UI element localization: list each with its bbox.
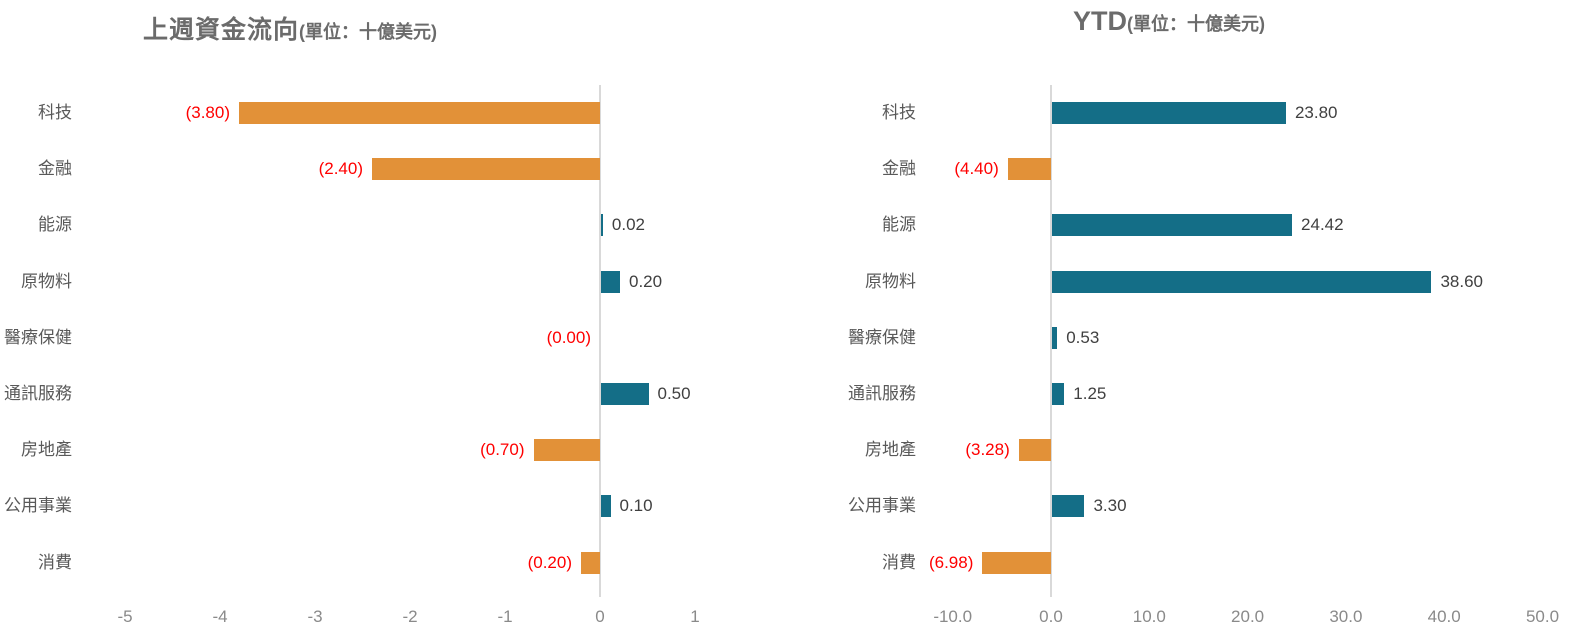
x-axis-tick-label-50.0: 50.0 bbox=[1525, 607, 1560, 626]
value-label-4: 0.20 bbox=[629, 271, 663, 291]
negative-bar-2 bbox=[372, 158, 600, 181]
negative-bar-7 bbox=[533, 439, 600, 462]
value-label-5: (0.00) bbox=[546, 327, 591, 347]
zero-axis-line bbox=[1050, 85, 1052, 597]
positive-bar-1 bbox=[1052, 102, 1286, 124]
x-axis-tick-label-30.0: 30.0 bbox=[1329, 607, 1363, 626]
value-label-2: (2.40) bbox=[318, 159, 363, 179]
category-label-7: 房地產 bbox=[21, 440, 72, 460]
positive-bar-6 bbox=[1052, 383, 1065, 405]
positive-bar-4 bbox=[601, 270, 620, 293]
x-axis-tick-label-10.0: 10.0 bbox=[1132, 607, 1166, 626]
category-label-6: 通訊服務 bbox=[4, 384, 72, 403]
category-label-9: 消費 bbox=[882, 552, 916, 572]
x-axis-tick-label-20.0: 20.0 bbox=[1231, 607, 1265, 626]
x-axis-tick-label-0: 0 bbox=[595, 607, 605, 626]
weekly-chart-title: 上週資金流向(單位：十億美元) bbox=[143, 10, 437, 46]
category-label-8: 公用事業 bbox=[848, 496, 916, 516]
value-label-6: 1.25 bbox=[1073, 384, 1107, 403]
value-label-8: 3.30 bbox=[1093, 496, 1127, 516]
ytd-chart-title-unit: (單位：十億美元) bbox=[1127, 14, 1265, 34]
category-label-3: 能源 bbox=[38, 215, 72, 235]
category-label-9: 消費 bbox=[38, 552, 72, 572]
value-label-9: (6.98) bbox=[928, 552, 974, 572]
value-label-2: (4.40) bbox=[954, 159, 999, 179]
positive-bar-3 bbox=[1052, 214, 1293, 237]
x-axis-tick-label-40.0: 40.0 bbox=[1427, 607, 1461, 626]
category-label-1: 科技 bbox=[38, 103, 72, 122]
zero-axis-line bbox=[599, 85, 601, 597]
positive-bar-3 bbox=[601, 214, 603, 237]
value-label-7: (0.70) bbox=[480, 440, 525, 460]
value-label-6: 0.50 bbox=[657, 384, 691, 403]
category-label-8: 公用事業 bbox=[4, 496, 72, 516]
category-label-4: 原物料 bbox=[21, 271, 72, 291]
category-label-1: 科技 bbox=[882, 103, 916, 122]
value-label-1: (3.80) bbox=[185, 103, 230, 122]
value-label-8: 0.10 bbox=[619, 496, 653, 516]
positive-bar-8 bbox=[1052, 495, 1085, 518]
positive-bar-6 bbox=[601, 383, 649, 405]
x-axis-tick-label-1: 1 bbox=[690, 607, 700, 626]
value-label-4: 38.60 bbox=[1440, 271, 1483, 291]
weekly-chart-title-text: 上週資金流向 bbox=[143, 16, 300, 44]
category-label-5: 醫療保健 bbox=[4, 327, 72, 347]
category-label-3: 能源 bbox=[882, 215, 916, 235]
category-label-2: 金融 bbox=[882, 159, 916, 179]
value-label-7: (3.28) bbox=[965, 440, 1010, 460]
x-axis-tick-label--4: -4 bbox=[212, 607, 228, 626]
x-axis-tick-label--1: -1 bbox=[497, 607, 513, 626]
value-label-5: 0.53 bbox=[1066, 327, 1100, 347]
value-label-3: 24.42 bbox=[1301, 215, 1344, 235]
negative-bar-2 bbox=[1007, 158, 1051, 181]
value-label-3: 0.02 bbox=[611, 215, 645, 235]
value-label-1: 23.80 bbox=[1294, 103, 1338, 122]
x-axis-tick-label--3: -3 bbox=[307, 607, 323, 626]
x-axis-tick-label--2: -2 bbox=[402, 607, 418, 626]
category-label-6: 通訊服務 bbox=[848, 384, 916, 403]
ytd-chart-title: YTD(單位：十億美元) bbox=[1073, 6, 1265, 37]
category-label-5: 醫療保健 bbox=[848, 327, 916, 347]
positive-bar-4 bbox=[1052, 270, 1432, 293]
value-label-9: (0.20) bbox=[527, 552, 572, 572]
x-axis-tick-label-0.0: 0.0 bbox=[1039, 607, 1063, 626]
category-label-7: 房地產 bbox=[865, 440, 916, 460]
negative-bar-1 bbox=[239, 102, 600, 124]
ytd-chart-title-text: YTD bbox=[1073, 6, 1127, 36]
negative-bar-9 bbox=[982, 551, 1051, 574]
negative-bar-9 bbox=[581, 551, 600, 574]
x-axis-tick-label--5: -5 bbox=[117, 607, 133, 626]
weekly-chart-title-unit: (單位：十億美元) bbox=[299, 22, 438, 42]
positive-bar-5 bbox=[1052, 326, 1058, 349]
category-label-2: 金融 bbox=[38, 159, 72, 179]
positive-bar-8 bbox=[601, 495, 611, 518]
x-axis-tick-label--10.0: -10.0 bbox=[933, 607, 973, 626]
negative-bar-7 bbox=[1018, 439, 1051, 462]
category-label-4: 原物料 bbox=[865, 271, 916, 291]
